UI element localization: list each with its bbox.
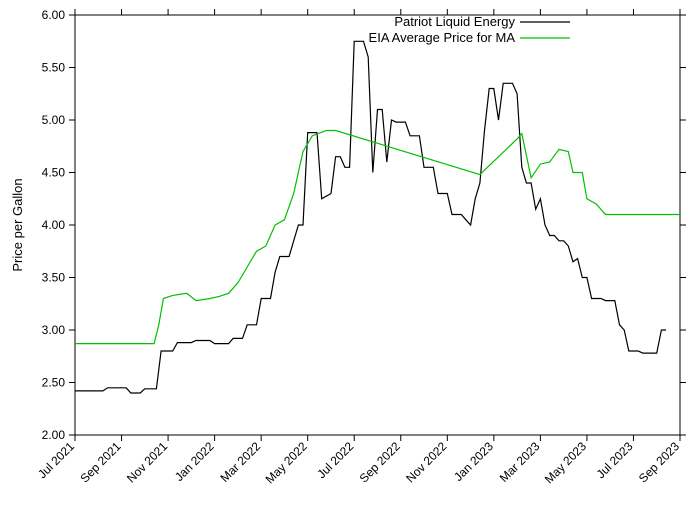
y-tick-label: 5.50 bbox=[42, 61, 66, 75]
series-line bbox=[75, 41, 666, 393]
legend-label: Patriot Liquid Energy bbox=[394, 14, 515, 29]
y-tick-label: 2.00 bbox=[42, 428, 66, 442]
chart-svg: 2.00 2.50 3.00 3.50 4.00 4.50 5.00 5.50 6.00 Pric… bbox=[0, 0, 700, 525]
x-tick-label: Mar 2022 bbox=[218, 439, 264, 485]
y-tick-label: 4.50 bbox=[42, 166, 66, 180]
x-tick-label: Nov 2022 bbox=[403, 439, 449, 485]
y-tick-label: 5.00 bbox=[42, 113, 66, 127]
y-axis-title: Price per Gallon bbox=[10, 178, 25, 271]
x-tick-label: May 2022 bbox=[263, 439, 310, 486]
x-tick-label: May 2023 bbox=[542, 439, 589, 486]
y-tick-label: 2.50 bbox=[42, 376, 66, 390]
y-tick-label: 6.00 bbox=[42, 8, 66, 22]
x-tick-label: Jul 2022 bbox=[314, 439, 356, 481]
x-tick-label: Jul 2023 bbox=[594, 439, 636, 481]
plot-border bbox=[75, 15, 680, 435]
y-tick-label: 3.50 bbox=[42, 271, 66, 285]
series-line bbox=[75, 131, 680, 344]
y-tick-label: 3.00 bbox=[42, 323, 66, 337]
x-tick-label: Mar 2023 bbox=[497, 439, 543, 485]
x-tick-label: Jan 2023 bbox=[451, 439, 496, 484]
y-tick-label: 4.00 bbox=[42, 218, 66, 232]
price-chart: 2.00 2.50 3.00 3.50 4.00 4.50 5.00 5.50 6.00 Pric… bbox=[0, 0, 700, 525]
x-tick-label: Jul 2021 bbox=[35, 439, 77, 481]
x-tick-label: Sep 2022 bbox=[357, 439, 403, 485]
x-tick-label: Jan 2022 bbox=[172, 439, 217, 484]
x-tick-label: Nov 2021 bbox=[124, 439, 170, 485]
x-tick-label: Sep 2021 bbox=[77, 439, 123, 485]
legend-label: EIA Average Price for MA bbox=[369, 30, 516, 45]
x-tick-label: Sep 2023 bbox=[636, 439, 682, 485]
